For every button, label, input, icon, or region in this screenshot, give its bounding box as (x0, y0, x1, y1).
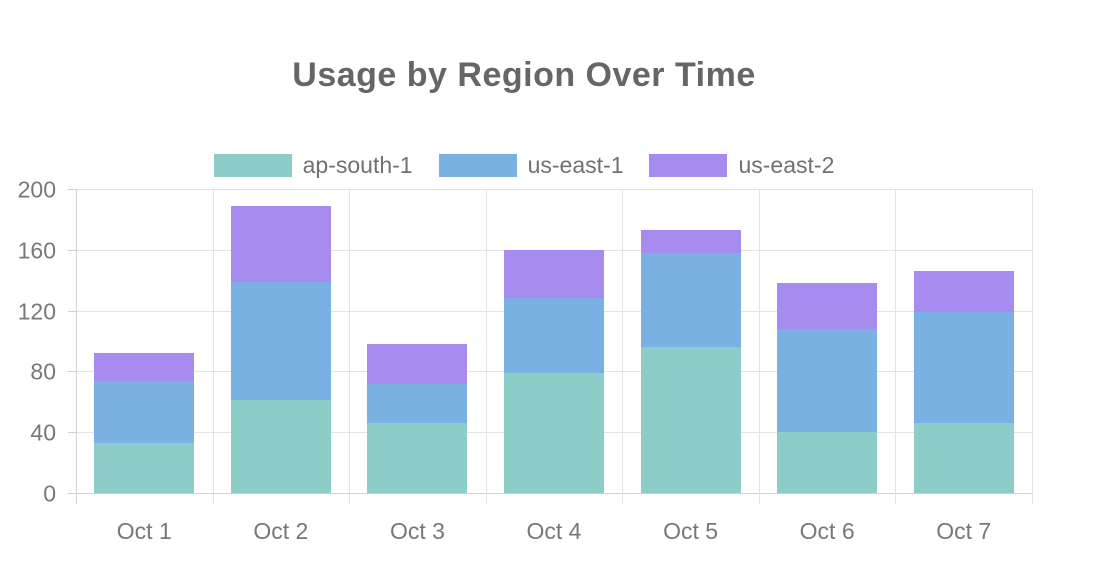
bar-segment-us-east-1-oct-1[interactable] (94, 380, 195, 443)
bar-segment-ap-south-1-oct-1[interactable] (94, 442, 195, 493)
y-axis-tick-label: 200 (17, 176, 56, 203)
bar-segment-us-east-2-oct-6[interactable] (777, 283, 878, 329)
x-axis-tick-label: Oct 1 (116, 518, 172, 544)
legend: ap-south-1 us-east-1 us-east-2 (0, 150, 1048, 180)
bar-segment-us-east-1-oct-2[interactable] (230, 281, 331, 401)
y-axis-tick (68, 432, 76, 434)
gridline-vertical (622, 189, 624, 504)
legend-label: us-east-2 (738, 151, 835, 178)
gridline-vertical (212, 189, 214, 504)
legend-swatch-us-east-1 (438, 153, 517, 177)
x-axis-tick-label: Oct 3 (389, 518, 445, 544)
y-axis-tick (68, 249, 76, 251)
gridline-horizontal (76, 189, 1032, 190)
bar-segment-us-east-2-oct-1[interactable] (94, 353, 195, 381)
x-axis-tick-label: Oct 5 (663, 518, 719, 544)
y-axis-tick-label: 80 (30, 358, 56, 385)
x-axis-tick-label: Oct 7 (936, 518, 992, 544)
bar-segment-us-east-2-oct-3[interactable] (367, 344, 468, 384)
x-axis-tick-label: Oct 6 (799, 518, 855, 544)
bar-segment-us-east-1-oct-6[interactable] (777, 328, 878, 433)
y-axis-tick (68, 371, 76, 373)
y-axis-tick (68, 493, 76, 494)
bar-segment-us-east-2-oct-7[interactable] (913, 271, 1014, 313)
gridline-vertical (758, 189, 760, 504)
gridline-vertical (485, 189, 487, 504)
gridline-vertical (349, 189, 351, 504)
y-axis-tick-label: 160 (17, 237, 56, 264)
x-axis-tick-label: Oct 4 (526, 518, 582, 544)
legend-item-us-east-1[interactable]: us-east-1 (438, 151, 624, 179)
bar-segment-us-east-1-oct-3[interactable] (367, 383, 468, 424)
bar-segment-ap-south-1-oct-2[interactable] (230, 400, 331, 493)
bar-segment-ap-south-1-oct-6[interactable] (777, 432, 878, 493)
gridline-vertical (76, 189, 77, 504)
bar-segment-us-east-2-oct-5[interactable] (640, 230, 741, 253)
bar-segment-us-east-1-oct-4[interactable] (504, 298, 604, 373)
gridline-horizontal (76, 493, 1032, 494)
y-axis-tick (68, 310, 76, 312)
bar-segment-us-east-1-oct-7[interactable] (913, 312, 1014, 424)
legend-item-us-east-2[interactable]: us-east-2 (649, 152, 834, 179)
bar-segment-us-east-1-oct-5[interactable] (640, 252, 741, 348)
x-axis-tick-label: Oct 2 (253, 518, 309, 544)
y-axis-tick-label: 40 (30, 419, 56, 446)
bar-segment-ap-south-1-oct-4[interactable] (504, 372, 604, 493)
legend-item-ap-south-1[interactable]: ap-south-1 (213, 151, 413, 179)
bar-segment-ap-south-1-oct-7[interactable] (913, 423, 1014, 493)
bar-segment-us-east-2-oct-2[interactable] (230, 205, 331, 282)
legend-label: us-east-1 (527, 151, 624, 178)
bar-segment-ap-south-1-oct-5[interactable] (640, 347, 741, 493)
legend-swatch-ap-south-1 (213, 153, 292, 177)
gridline-vertical (1032, 189, 1033, 504)
bar-segment-us-east-2-oct-4[interactable] (504, 249, 604, 299)
y-axis-tick-label: 120 (17, 298, 56, 325)
gridline-vertical (895, 189, 897, 504)
y-axis-tick (68, 189, 76, 190)
legend-swatch-us-east-2 (649, 153, 728, 177)
chart-title: Usage by Region Over Time (292, 56, 756, 94)
legend-label: ap-south-1 (302, 151, 413, 178)
bar-segment-ap-south-1-oct-3[interactable] (367, 423, 468, 493)
y-axis-tick-label: 0 (43, 480, 56, 507)
